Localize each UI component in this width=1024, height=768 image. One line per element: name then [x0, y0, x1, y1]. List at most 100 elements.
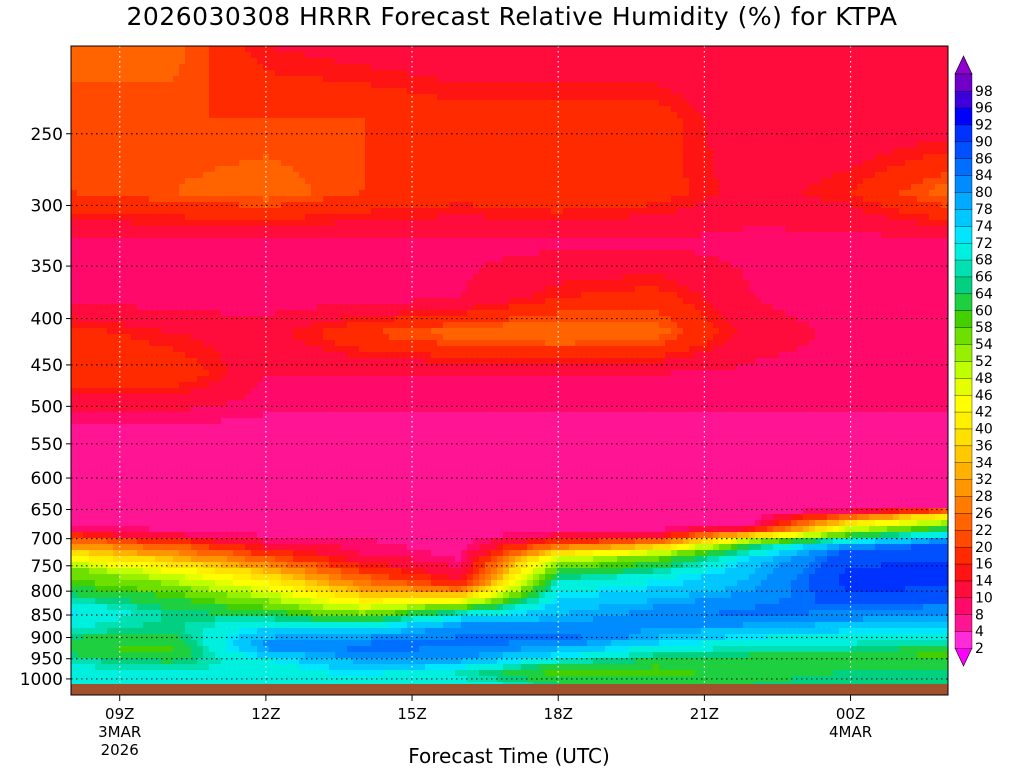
heatmap-cell [911, 64, 918, 71]
heatmap-cell [437, 166, 444, 173]
heatmap-cell [335, 136, 342, 143]
heatmap-cell [257, 52, 264, 59]
heatmap-cell [629, 52, 636, 59]
heatmap-cell [95, 202, 102, 209]
heatmap-cell [575, 52, 582, 59]
heatmap-cell [791, 148, 798, 155]
heatmap-cell [707, 124, 714, 131]
heatmap-cell [245, 166, 252, 173]
heatmap-cell [815, 100, 822, 107]
heatmap-cell [125, 130, 132, 137]
heatmap-cell [905, 178, 912, 185]
heatmap-cell [155, 160, 162, 167]
heatmap-cell [221, 226, 228, 233]
heatmap-cell [647, 52, 654, 59]
heatmap-cell [287, 190, 294, 197]
heatmap-cell [461, 136, 468, 143]
heatmap-cell [251, 76, 258, 83]
heatmap-cell [611, 214, 618, 221]
heatmap-cell [509, 184, 516, 191]
heatmap-cell [509, 100, 516, 107]
heatmap-cell [401, 214, 408, 221]
heatmap-cell [587, 244, 594, 251]
heatmap-cell [533, 112, 540, 119]
heatmap-cell [671, 130, 678, 137]
heatmap-cell [257, 64, 264, 71]
heatmap-cell [473, 172, 480, 179]
heatmap-cell [563, 88, 570, 95]
heatmap-cell [377, 202, 384, 209]
heatmap-cell [323, 142, 330, 149]
heatmap-cell [839, 154, 846, 161]
heatmap-cell [359, 196, 366, 203]
heatmap-cell [497, 100, 504, 107]
heatmap-cell [425, 88, 432, 95]
heatmap-cell [77, 238, 84, 245]
heatmap-cell [365, 202, 372, 209]
heatmap-cell [371, 172, 378, 179]
heatmap-cell [941, 82, 948, 89]
heatmap-cell [383, 118, 390, 125]
heatmap-cell [821, 166, 828, 173]
heatmap-cell [875, 46, 882, 53]
heatmap-cell [749, 196, 756, 203]
heatmap-cell [599, 112, 606, 119]
heatmap-cell [539, 160, 546, 167]
heatmap-cell [797, 190, 804, 197]
heatmap-cell [905, 244, 912, 251]
heatmap-cell [779, 166, 786, 173]
heatmap-cell [941, 106, 948, 113]
heatmap-cell [611, 76, 618, 83]
heatmap-cell [677, 226, 684, 233]
heatmap-cell [725, 58, 732, 65]
heatmap-cell [491, 64, 498, 71]
heatmap-cell [347, 130, 354, 137]
heatmap-cell [647, 196, 654, 203]
heatmap-cell [545, 52, 552, 59]
heatmap-cell [137, 214, 144, 221]
heatmap-cell [77, 214, 84, 221]
heatmap-cell [101, 244, 108, 251]
heatmap-cell [161, 142, 168, 149]
heatmap-cell [737, 94, 744, 101]
heatmap-cell [125, 184, 132, 191]
heatmap-cell [95, 196, 102, 203]
heatmap-cell [557, 100, 564, 107]
heatmap-cell [575, 142, 582, 149]
heatmap-cell [881, 142, 888, 149]
heatmap-cell [137, 100, 144, 107]
heatmap-cell [827, 166, 834, 173]
heatmap-cell [701, 82, 708, 89]
heatmap-cell [575, 106, 582, 113]
heatmap-cell [527, 100, 534, 107]
heatmap-cell [161, 148, 168, 155]
heatmap-cell [689, 142, 696, 149]
heatmap-cell [887, 64, 894, 71]
heatmap-cell [767, 220, 774, 227]
heatmap-cell [767, 214, 774, 221]
heatmap-cell [425, 112, 432, 119]
heatmap-cell [749, 76, 756, 83]
heatmap-cell [773, 160, 780, 167]
heatmap-cell [791, 220, 798, 227]
heatmap-cell [347, 214, 354, 221]
heatmap-cell [143, 118, 150, 125]
heatmap-cell [161, 88, 168, 95]
heatmap-cell [197, 196, 204, 203]
heatmap-cell [347, 154, 354, 161]
heatmap-cell [305, 112, 312, 119]
heatmap-cell [803, 226, 810, 233]
heatmap-cell [725, 226, 732, 233]
heatmap-cell [371, 238, 378, 245]
heatmap-cell [149, 76, 156, 83]
heatmap-cell [545, 94, 552, 101]
heatmap-cell [641, 58, 648, 65]
heatmap-cell [203, 244, 210, 251]
heatmap-cell [317, 178, 324, 185]
heatmap-cell [455, 208, 462, 215]
heatmap-cell [173, 172, 180, 179]
heatmap-cell [161, 214, 168, 221]
heatmap-cell [881, 94, 888, 101]
heatmap-cell [737, 70, 744, 77]
heatmap-cell [929, 46, 936, 53]
